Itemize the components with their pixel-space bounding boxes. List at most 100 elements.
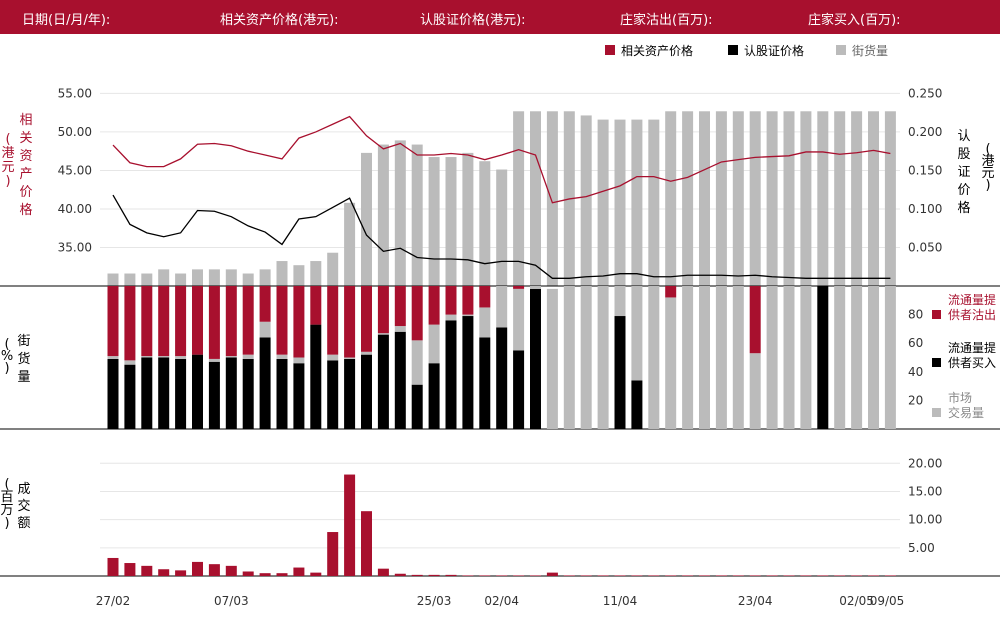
market-bar — [124, 360, 136, 365]
header-bar: 日期(日/月/年): 相关资产价格(港元): 认股证价格(港元): 庄家沽出(百… — [0, 0, 1000, 34]
right-axis-unit-char: 港 — [981, 154, 994, 169]
market-bar — [225, 356, 237, 358]
turnover-bar — [192, 561, 203, 576]
volume-bar — [377, 144, 389, 286]
buy-bar — [445, 320, 457, 429]
x-tick-label: 09/05 — [870, 594, 905, 608]
buy-bar — [614, 316, 626, 429]
turnover-tick-label: 20.00 — [908, 456, 942, 470]
sell-bar — [428, 286, 440, 325]
right-axis-label-char: 认 — [957, 129, 970, 144]
sell-bar — [242, 286, 254, 355]
holding-tick-label: 60 — [908, 336, 923, 350]
buy-bar — [479, 337, 491, 429]
turnover-bar — [513, 575, 525, 576]
volume-bar — [665, 111, 677, 286]
turnover-bar — [310, 572, 322, 576]
turnover-bar — [428, 574, 440, 576]
volume-bar — [158, 269, 170, 286]
volume-bar — [361, 152, 372, 286]
turnover-bar — [377, 568, 389, 576]
turnover-bar — [327, 532, 339, 576]
right-axis-label-char: 价 — [957, 183, 970, 198]
market-bar — [851, 286, 863, 429]
volume-bar — [597, 119, 609, 286]
turnover-tick-label: 10.00 — [908, 513, 942, 527]
market-bar — [445, 314, 457, 321]
volume-bar — [192, 269, 203, 286]
sell-bar — [445, 286, 457, 315]
sell-bar — [225, 286, 237, 357]
buy-bar — [276, 358, 288, 429]
sell-bar — [293, 286, 305, 358]
market-bar — [597, 286, 609, 429]
sell-bar — [310, 286, 322, 325]
market-bar — [530, 286, 541, 289]
x-tick-label: 07/03 — [214, 594, 249, 608]
buy-bar — [394, 331, 406, 429]
holding-axis-unit-char: % — [1, 349, 13, 364]
volume-bar — [766, 111, 778, 286]
right-tick-label: 0.150 — [908, 163, 942, 177]
volume-bar — [868, 111, 879, 286]
sell-bar — [141, 286, 153, 357]
market-bar — [631, 286, 643, 381]
left-axis-label-char: 格 — [19, 202, 32, 218]
turnover-bar — [715, 575, 727, 576]
volume-bar — [141, 273, 153, 286]
buy-bar — [361, 354, 372, 429]
sell-bar — [462, 286, 474, 315]
holding-tick-label: 40 — [908, 365, 923, 379]
buy-bar — [293, 363, 305, 429]
market-bar — [665, 297, 677, 429]
volume-bar — [817, 111, 829, 286]
volume-bar — [530, 111, 541, 286]
turnover-bar — [546, 572, 558, 576]
volume-bar — [327, 252, 339, 286]
buy-bar — [225, 357, 237, 429]
market-bar — [682, 286, 694, 429]
right-axis-label-char: 股 — [957, 147, 970, 162]
turnover-bar — [665, 575, 677, 576]
buy-bar — [428, 363, 440, 429]
buy-bar — [327, 360, 339, 429]
turnover-bar — [479, 575, 491, 576]
turnover-tick-label: 5.00 — [908, 541, 935, 555]
turnover-bar — [141, 565, 153, 576]
market-bar — [783, 286, 795, 429]
volume-bar — [513, 111, 525, 286]
market-bar — [377, 333, 389, 335]
turnover-axis-unit-char: 百 — [0, 490, 13, 505]
buy-bar — [242, 358, 254, 429]
turnover-bar — [783, 575, 795, 576]
turnover-bar — [834, 575, 846, 576]
market-bar — [766, 286, 778, 429]
volume-bar — [496, 169, 508, 286]
market-bar — [715, 286, 727, 429]
holding-axis-unit-char: ( — [4, 337, 9, 352]
mm-buy-label: 庄家买入(百万): — [808, 13, 901, 28]
holding-axis-unit-char: ) — [4, 361, 9, 376]
turnover-axis-label-char: 交 — [17, 498, 30, 514]
left-tick-label: 50.00 — [58, 125, 92, 139]
right-axis-label-char: 证 — [957, 165, 970, 180]
turnover-bar — [817, 575, 829, 576]
left-axis-unit-char: 港 — [1, 146, 14, 161]
sell-bar — [276, 286, 288, 355]
legend-volume-label: 街货量 — [852, 43, 888, 58]
right-axis-label-char: 格 — [957, 200, 970, 216]
sell-bar — [158, 286, 170, 357]
legend-underlying-swatch — [605, 45, 615, 55]
buy-bar — [310, 324, 322, 429]
left-axis-label-char: 关 — [19, 131, 32, 146]
volume-bar — [546, 111, 558, 286]
buy-bar — [208, 361, 220, 429]
left-axis-unit-char: ) — [5, 174, 10, 189]
sell-bar — [749, 286, 761, 354]
right-tick-label: 0.050 — [908, 240, 942, 254]
left-axis-label-char: 相 — [19, 113, 32, 128]
sell-bar — [327, 286, 339, 355]
market-bar — [513, 288, 525, 351]
market-bar — [259, 321, 271, 338]
volume-bar — [107, 273, 119, 286]
